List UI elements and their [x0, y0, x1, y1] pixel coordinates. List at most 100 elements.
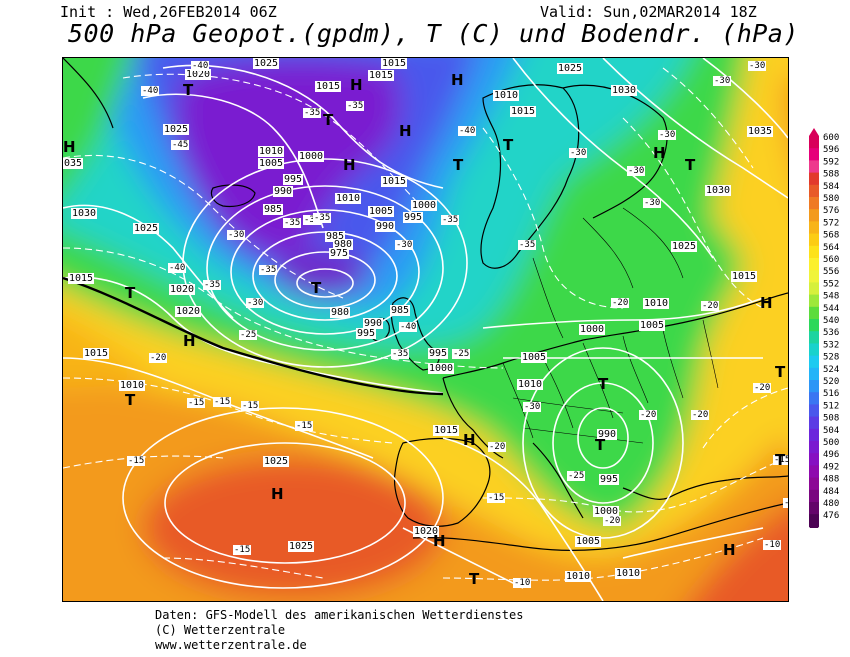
high-pressure-center: H [350, 76, 363, 94]
colorbar-level-label: 548 [823, 292, 839, 302]
temperature-label: -35 [259, 265, 278, 275]
temperature-label: -15 [233, 545, 252, 555]
colorbar-swatch [809, 380, 819, 393]
colorbar-top-arrow [809, 128, 819, 136]
high-pressure-center: H [433, 532, 446, 550]
contour-552 [63, 276, 444, 396]
temperature-label: -15 [487, 493, 506, 503]
pressure-label: 1015 [368, 70, 395, 81]
pressure-label: 1015 [68, 273, 95, 284]
high-pressure-center: H [723, 541, 736, 559]
colorbar-level-label: 484 [823, 487, 839, 497]
pressure-label: 990 [273, 186, 294, 197]
colorbar-level-label: 600 [823, 133, 839, 143]
temperature-label: -20 [701, 301, 720, 311]
colorbar-level-label: 568 [823, 231, 839, 241]
temperature-label: -20 [611, 298, 630, 308]
pressure-label: 1000 [579, 324, 606, 335]
temperature-label: -20 [603, 516, 622, 526]
colorbar-swatch [809, 282, 819, 296]
init-time: Init : Wed,26FEB2014 06Z [60, 3, 277, 21]
high-pressure-center: H [271, 485, 284, 503]
temperature-label: -30 [227, 230, 246, 240]
pressure-label: 1025 [253, 58, 280, 69]
temperature-label: -30 [569, 148, 588, 158]
high-pressure-center: H [343, 156, 356, 174]
temperature-label: -20 [639, 410, 658, 420]
colorbar-swatch [809, 319, 819, 332]
colorbar-level-label: 504 [823, 426, 839, 436]
colorbar-swatch [809, 428, 819, 442]
pressure-label: 035 [63, 158, 84, 169]
temperature-label: -45 [171, 140, 190, 150]
pressure-label: 1025 [163, 124, 190, 135]
valid-time: Valid: Sun,02MAR2014 18Z [540, 3, 757, 21]
colorbar-swatch [809, 294, 819, 308]
pressure-label: 1010 [643, 298, 670, 309]
temperature-label: -35 [303, 108, 322, 118]
colorbar-swatch [809, 258, 819, 271]
pressure-label: 1025 [133, 223, 160, 234]
colorbar-level-label: 508 [823, 414, 839, 424]
high-pressure-center: H [399, 122, 412, 140]
colorbar-swatch [809, 160, 819, 174]
pressure-label: 1015 [510, 106, 537, 117]
colorbar-level-label: 552 [823, 279, 839, 289]
colorbar-level-label: 520 [823, 377, 839, 387]
temperature-label: -35 [441, 215, 460, 225]
low-pressure-center: T [775, 363, 786, 381]
colorbar-level-label: 528 [823, 353, 839, 363]
colorbar-level-label: 492 [823, 462, 839, 472]
colorbar-swatch [809, 416, 819, 430]
pressure-label: 1030 [71, 208, 98, 219]
colorbar-swatch [809, 306, 819, 320]
temperature-label: -30 [643, 198, 662, 208]
pressure-label: 980 [330, 307, 351, 318]
colorbar-level-label: 556 [823, 267, 839, 277]
temperature-label: -30 [395, 240, 414, 250]
colorbar-swatch [809, 477, 819, 491]
colorbar-swatch [809, 233, 819, 247]
temperature-label: -40 [141, 86, 160, 96]
temperature-label: -15 [187, 398, 206, 408]
pressure-label: 1015 [433, 425, 460, 436]
low-pressure-center: T [775, 451, 786, 469]
footer-copyright: (C) Wetterzentrale [155, 623, 286, 637]
pressure-label: 1010 [565, 571, 592, 582]
temperature-label: -15 [213, 397, 232, 407]
pressure-label: 995 [599, 474, 620, 485]
pressure-label: 1005 [639, 320, 666, 331]
temperature-label: -35 [313, 213, 332, 223]
pressure-label: 990 [597, 429, 618, 440]
pressure-label: 1005 [258, 158, 285, 169]
temperature-label: -30 [713, 76, 732, 86]
colorbar-level-label: 584 [823, 182, 839, 192]
colorbar-swatch [809, 502, 819, 515]
temperature-label: -20 [488, 442, 507, 452]
pressure-label: 1020 [169, 284, 196, 295]
pressure-label: 1010 [517, 379, 544, 390]
colorbar-swatch [809, 209, 819, 222]
pressure-label: 1025 [263, 456, 290, 467]
low-pressure-center: T [183, 81, 194, 99]
colorbar-level-label: 500 [823, 438, 839, 448]
colorbar-swatch [809, 489, 819, 503]
temperature-label: -25 [239, 330, 258, 340]
colorbar-swatch [809, 270, 819, 283]
footer-url[interactable]: www.wetterzentrale.de [155, 638, 307, 652]
low-pressure-center: T [453, 156, 464, 174]
low-pressure-center: T [323, 111, 334, 129]
low-pressure-center: T [595, 436, 606, 454]
colorbar-swatch [809, 355, 819, 369]
temperature-label: -15 [127, 456, 146, 466]
low-pressure-center: T [503, 136, 514, 154]
pressure-label: 1035 [747, 126, 774, 137]
pressure-label: 995 [403, 212, 424, 223]
temperature-label: -20 [149, 353, 168, 363]
temperature-label: -10 [513, 578, 532, 588]
pressure-label: 1030 [705, 185, 732, 196]
temperature-label: -15 [241, 401, 260, 411]
colorbar-swatch [809, 441, 819, 454]
colorbar-bottom-arrow [809, 526, 819, 528]
temperature-label: -35 [391, 349, 410, 359]
